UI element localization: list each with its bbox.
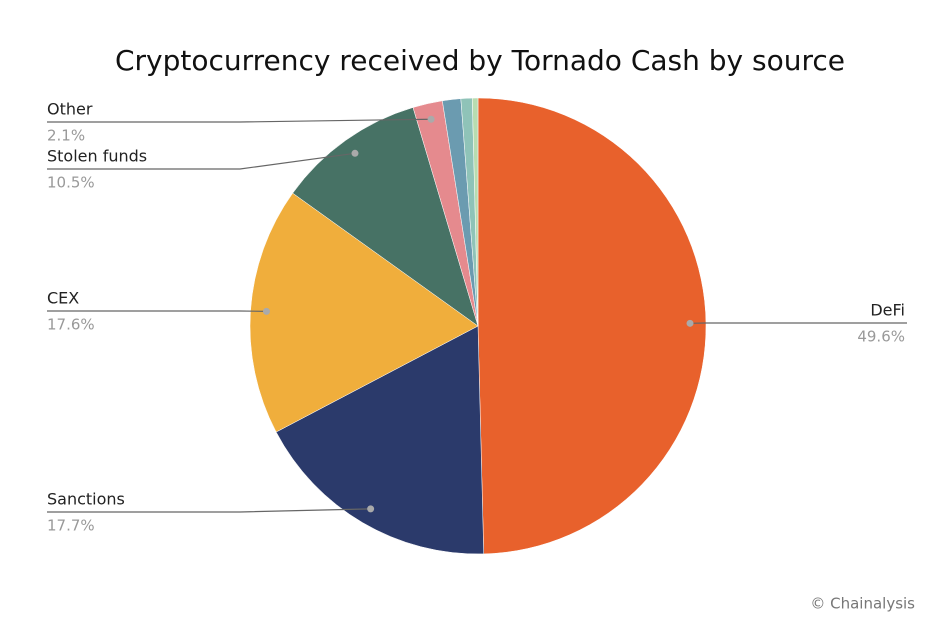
leader-line [47,508,371,513]
leader-dot [367,505,375,513]
leader-line [47,118,432,123]
category-label: Sanctions [47,490,125,509]
category-label: Stolen funds [47,147,147,166]
value-label: 10.5% [47,174,95,192]
value-label: 17.6% [47,316,95,334]
value-label: 2.1% [47,127,85,145]
leader-dot [351,149,359,157]
pie-slice [275,325,484,555]
leader-line [47,152,356,170]
leader-dot [686,319,694,327]
chart-title: Cryptocurrency received by Tornado Cash … [115,44,845,77]
value-label: 49.6% [857,328,905,346]
value-label: 17.7% [47,517,95,535]
category-label: CEX [47,289,79,308]
leader-dot [262,307,270,315]
leader-dot [427,115,435,123]
pie-slice [292,107,479,327]
category-label: Other [47,100,93,119]
category-label: DeFi [870,301,905,320]
pie-slice [472,97,479,327]
source: © Chainalysis [810,595,915,613]
pie-slice [249,192,479,433]
